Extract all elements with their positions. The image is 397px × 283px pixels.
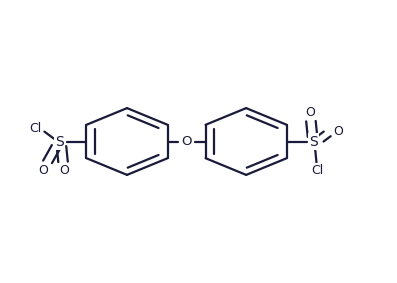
Text: Cl: Cl — [312, 164, 324, 177]
Text: O: O — [39, 164, 48, 177]
Text: S: S — [55, 134, 64, 149]
Text: S: S — [309, 134, 318, 149]
Text: O: O — [59, 164, 69, 177]
Text: O: O — [305, 106, 315, 119]
Text: Cl: Cl — [29, 122, 42, 135]
Text: O: O — [333, 125, 343, 138]
Text: O: O — [181, 135, 192, 148]
